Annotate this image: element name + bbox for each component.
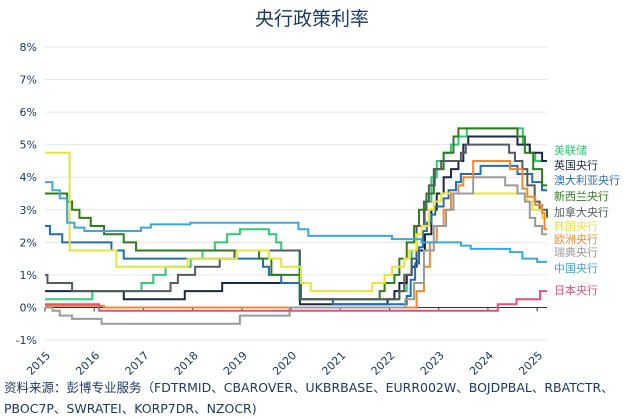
y-tick-label: 7% (20, 74, 37, 87)
legend-item: 新西兰央行 (554, 190, 609, 203)
series-line-瑞典央行 (45, 176, 547, 325)
x-tick-label: 2017 (123, 349, 152, 378)
series-line-美联储 (45, 127, 547, 301)
legend-item: 韩国央行 (554, 220, 598, 233)
chart-title: 央行政策利率 (254, 8, 369, 30)
y-tick-label: 3% (20, 204, 37, 217)
y-tick-label: 2% (20, 236, 37, 249)
legend-item: 瑞典央行 (554, 246, 598, 259)
series-line-韩国央行 (45, 151, 547, 293)
legend-item: 中国央行 (554, 262, 598, 275)
x-tick-label: 2015 (24, 349, 53, 378)
x-tick-label: 2023 (418, 349, 447, 378)
series-line-中国央行 (45, 181, 547, 263)
x-tick-label: 2021 (319, 349, 348, 378)
y-tick-label: -1% (16, 334, 37, 347)
legend-item: 澳大利亚央行 (554, 174, 620, 187)
legend-item: 欧洲央行 (554, 233, 598, 246)
y-tick-label: 6% (20, 106, 37, 119)
legend-item: 日本央行 (554, 284, 598, 297)
x-tick-label: 2020 (270, 349, 299, 378)
legend-item: 美联储 (554, 144, 587, 157)
series-line-新西兰央行 (45, 127, 547, 301)
y-tick-label: 1% (20, 269, 37, 282)
y-tick-label: 8% (20, 41, 37, 54)
series-line-英国央行 (45, 135, 547, 306)
x-tick-label: 2018 (172, 349, 201, 378)
series-line-日本央行 (45, 290, 547, 312)
legend-item: 加拿大央行 (554, 206, 609, 219)
x-tick-label: 2025 (516, 349, 545, 378)
x-tick-label: 2022 (369, 349, 398, 378)
y-tick-label: 5% (20, 139, 37, 152)
source-note-line2: PBOC7P、SWRATEI、KORP7DR、NZOCR) (4, 401, 257, 416)
y-tick-label: 4% (20, 171, 37, 184)
source-note-line1: 资料来源：彭博专业服务（FDTRMID、CBAROVER、UKBRBASE、EU… (4, 380, 614, 395)
x-tick-label: 2016 (73, 349, 102, 378)
legend-item: 英国央行 (554, 159, 598, 172)
y-tick-label: 0% (20, 301, 37, 314)
x-tick-label: 2019 (221, 349, 250, 378)
x-tick-label: 2024 (467, 349, 496, 378)
